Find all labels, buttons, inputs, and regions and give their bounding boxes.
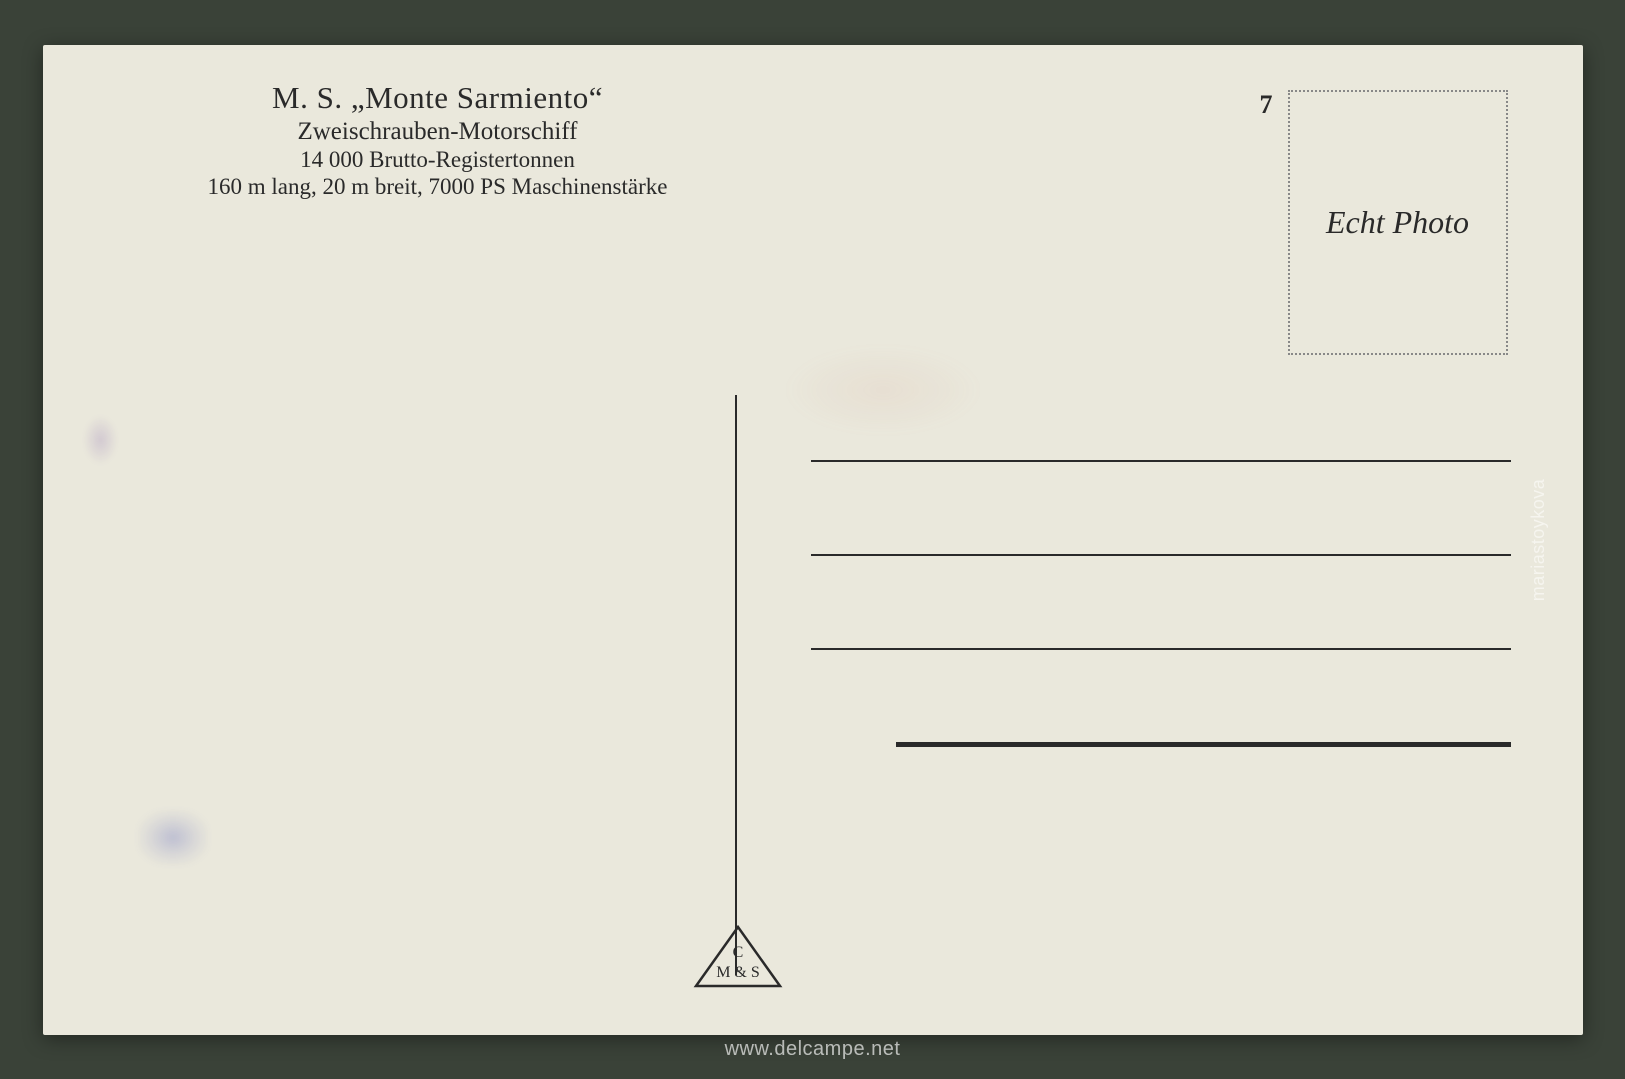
stamp-text: Echt Photo <box>1326 204 1469 241</box>
watermark-url: www.delcampe.net <box>725 1038 901 1061</box>
ship-dimensions: 160 m lang, 20 m breit, 7000 PS Maschine… <box>158 174 718 200</box>
logo-top-letter: C <box>732 944 743 961</box>
ship-type: Zweischrauben-Motorschiff <box>158 118 718 146</box>
stain-center <box>783 345 983 435</box>
publisher-logo: C M & S <box>693 925 783 990</box>
stamp-placeholder: Echt Photo <box>1288 90 1508 355</box>
header-block: M. S. „Monte Sarmiento“ Zweischrauben-Mo… <box>158 80 718 200</box>
ink-smudge-purple <box>83 415 118 465</box>
address-line-3 <box>811 648 1511 650</box>
card-number: 7 <box>1260 90 1273 120</box>
address-line-4 <box>896 742 1511 747</box>
ship-tonnage: 14 000 Brutto-Registertonnen <box>158 147 718 173</box>
ink-smudge-blue <box>138 810 208 865</box>
vertical-divider <box>735 395 737 975</box>
ship-name: M. S. „Monte Sarmiento“ <box>158 80 718 116</box>
postcard-back: M. S. „Monte Sarmiento“ Zweischrauben-Mo… <box>43 45 1583 1035</box>
address-area <box>811 460 1511 839</box>
address-line-1 <box>811 460 1511 462</box>
address-line-2 <box>811 554 1511 556</box>
watermark-seller: mariastoykova <box>1528 478 1549 601</box>
logo-bottom-text: M & S <box>716 964 760 981</box>
